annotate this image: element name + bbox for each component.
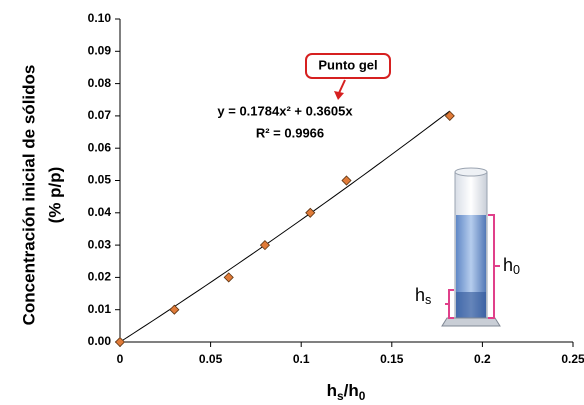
annotation-arrow bbox=[338, 79, 346, 94]
y-tick-label: 0.00 bbox=[88, 334, 112, 348]
data-point bbox=[223, 272, 234, 283]
text-part: h bbox=[503, 255, 513, 275]
data-point bbox=[341, 175, 352, 186]
trendline bbox=[119, 110, 451, 343]
cylinder-rim bbox=[454, 167, 488, 177]
annotation: Punto gel bbox=[318, 57, 377, 72]
subscript: s bbox=[337, 389, 344, 403]
cylinder-base bbox=[441, 317, 501, 327]
text-part: /h bbox=[344, 381, 359, 400]
trendline-r2: R² = 0.9966 bbox=[256, 125, 324, 140]
trendline-equation: y = 0.1784x² + 0.3605x bbox=[217, 103, 353, 118]
x-tick-label: 0 bbox=[117, 352, 124, 366]
text-part: h bbox=[327, 381, 337, 400]
cylinder-illustration: h0 hs bbox=[415, 167, 520, 327]
subscript: s bbox=[425, 293, 431, 307]
x-tick-label: 0.15 bbox=[380, 352, 404, 366]
data-point bbox=[259, 240, 271, 251]
data-point bbox=[114, 336, 126, 348]
y-tick-label: 0.10 bbox=[88, 11, 112, 25]
y-tick-label: 0.07 bbox=[88, 108, 112, 122]
y-axis-label-line: (% p/p) bbox=[45, 167, 64, 224]
text-part: h bbox=[415, 285, 425, 305]
h0-bracket bbox=[488, 214, 500, 319]
hs-label: hs bbox=[415, 285, 431, 308]
y-tick-label: 0.08 bbox=[88, 76, 112, 90]
data-point bbox=[305, 207, 316, 218]
annotation-box bbox=[305, 53, 391, 79]
y-tick-label: 0.01 bbox=[88, 302, 112, 316]
hs-bracket bbox=[445, 289, 454, 319]
y-tick-label: 0.02 bbox=[88, 270, 112, 284]
annotation-arrowhead bbox=[334, 91, 344, 100]
cylinder-sediment bbox=[456, 292, 486, 318]
h0-label: h0 bbox=[503, 255, 520, 278]
x-tick-label: 0.05 bbox=[199, 352, 223, 366]
y-tick-label: 0.03 bbox=[88, 237, 112, 251]
x-tick-label: 0.2 bbox=[474, 352, 491, 366]
y-tick-label: 0.05 bbox=[88, 173, 112, 187]
y-axis-label: Concentración inicial de sólidos (% p/p) bbox=[19, 65, 64, 326]
y-axis-label-line: Concentración inicial de sólidos bbox=[19, 65, 38, 326]
x-axis-label: hs/h0 bbox=[327, 381, 366, 403]
x-tick-label: 0.25 bbox=[561, 352, 584, 366]
subscript: 0 bbox=[513, 263, 520, 277]
x-tick-label: 0.1 bbox=[293, 352, 310, 366]
y-tick-label: 0.06 bbox=[88, 140, 112, 154]
y-tick-label: 0.04 bbox=[88, 205, 112, 219]
data-point bbox=[169, 304, 180, 315]
data-point bbox=[444, 110, 455, 121]
subscript: 0 bbox=[359, 389, 366, 403]
y-tick-label: 0.09 bbox=[88, 43, 112, 57]
